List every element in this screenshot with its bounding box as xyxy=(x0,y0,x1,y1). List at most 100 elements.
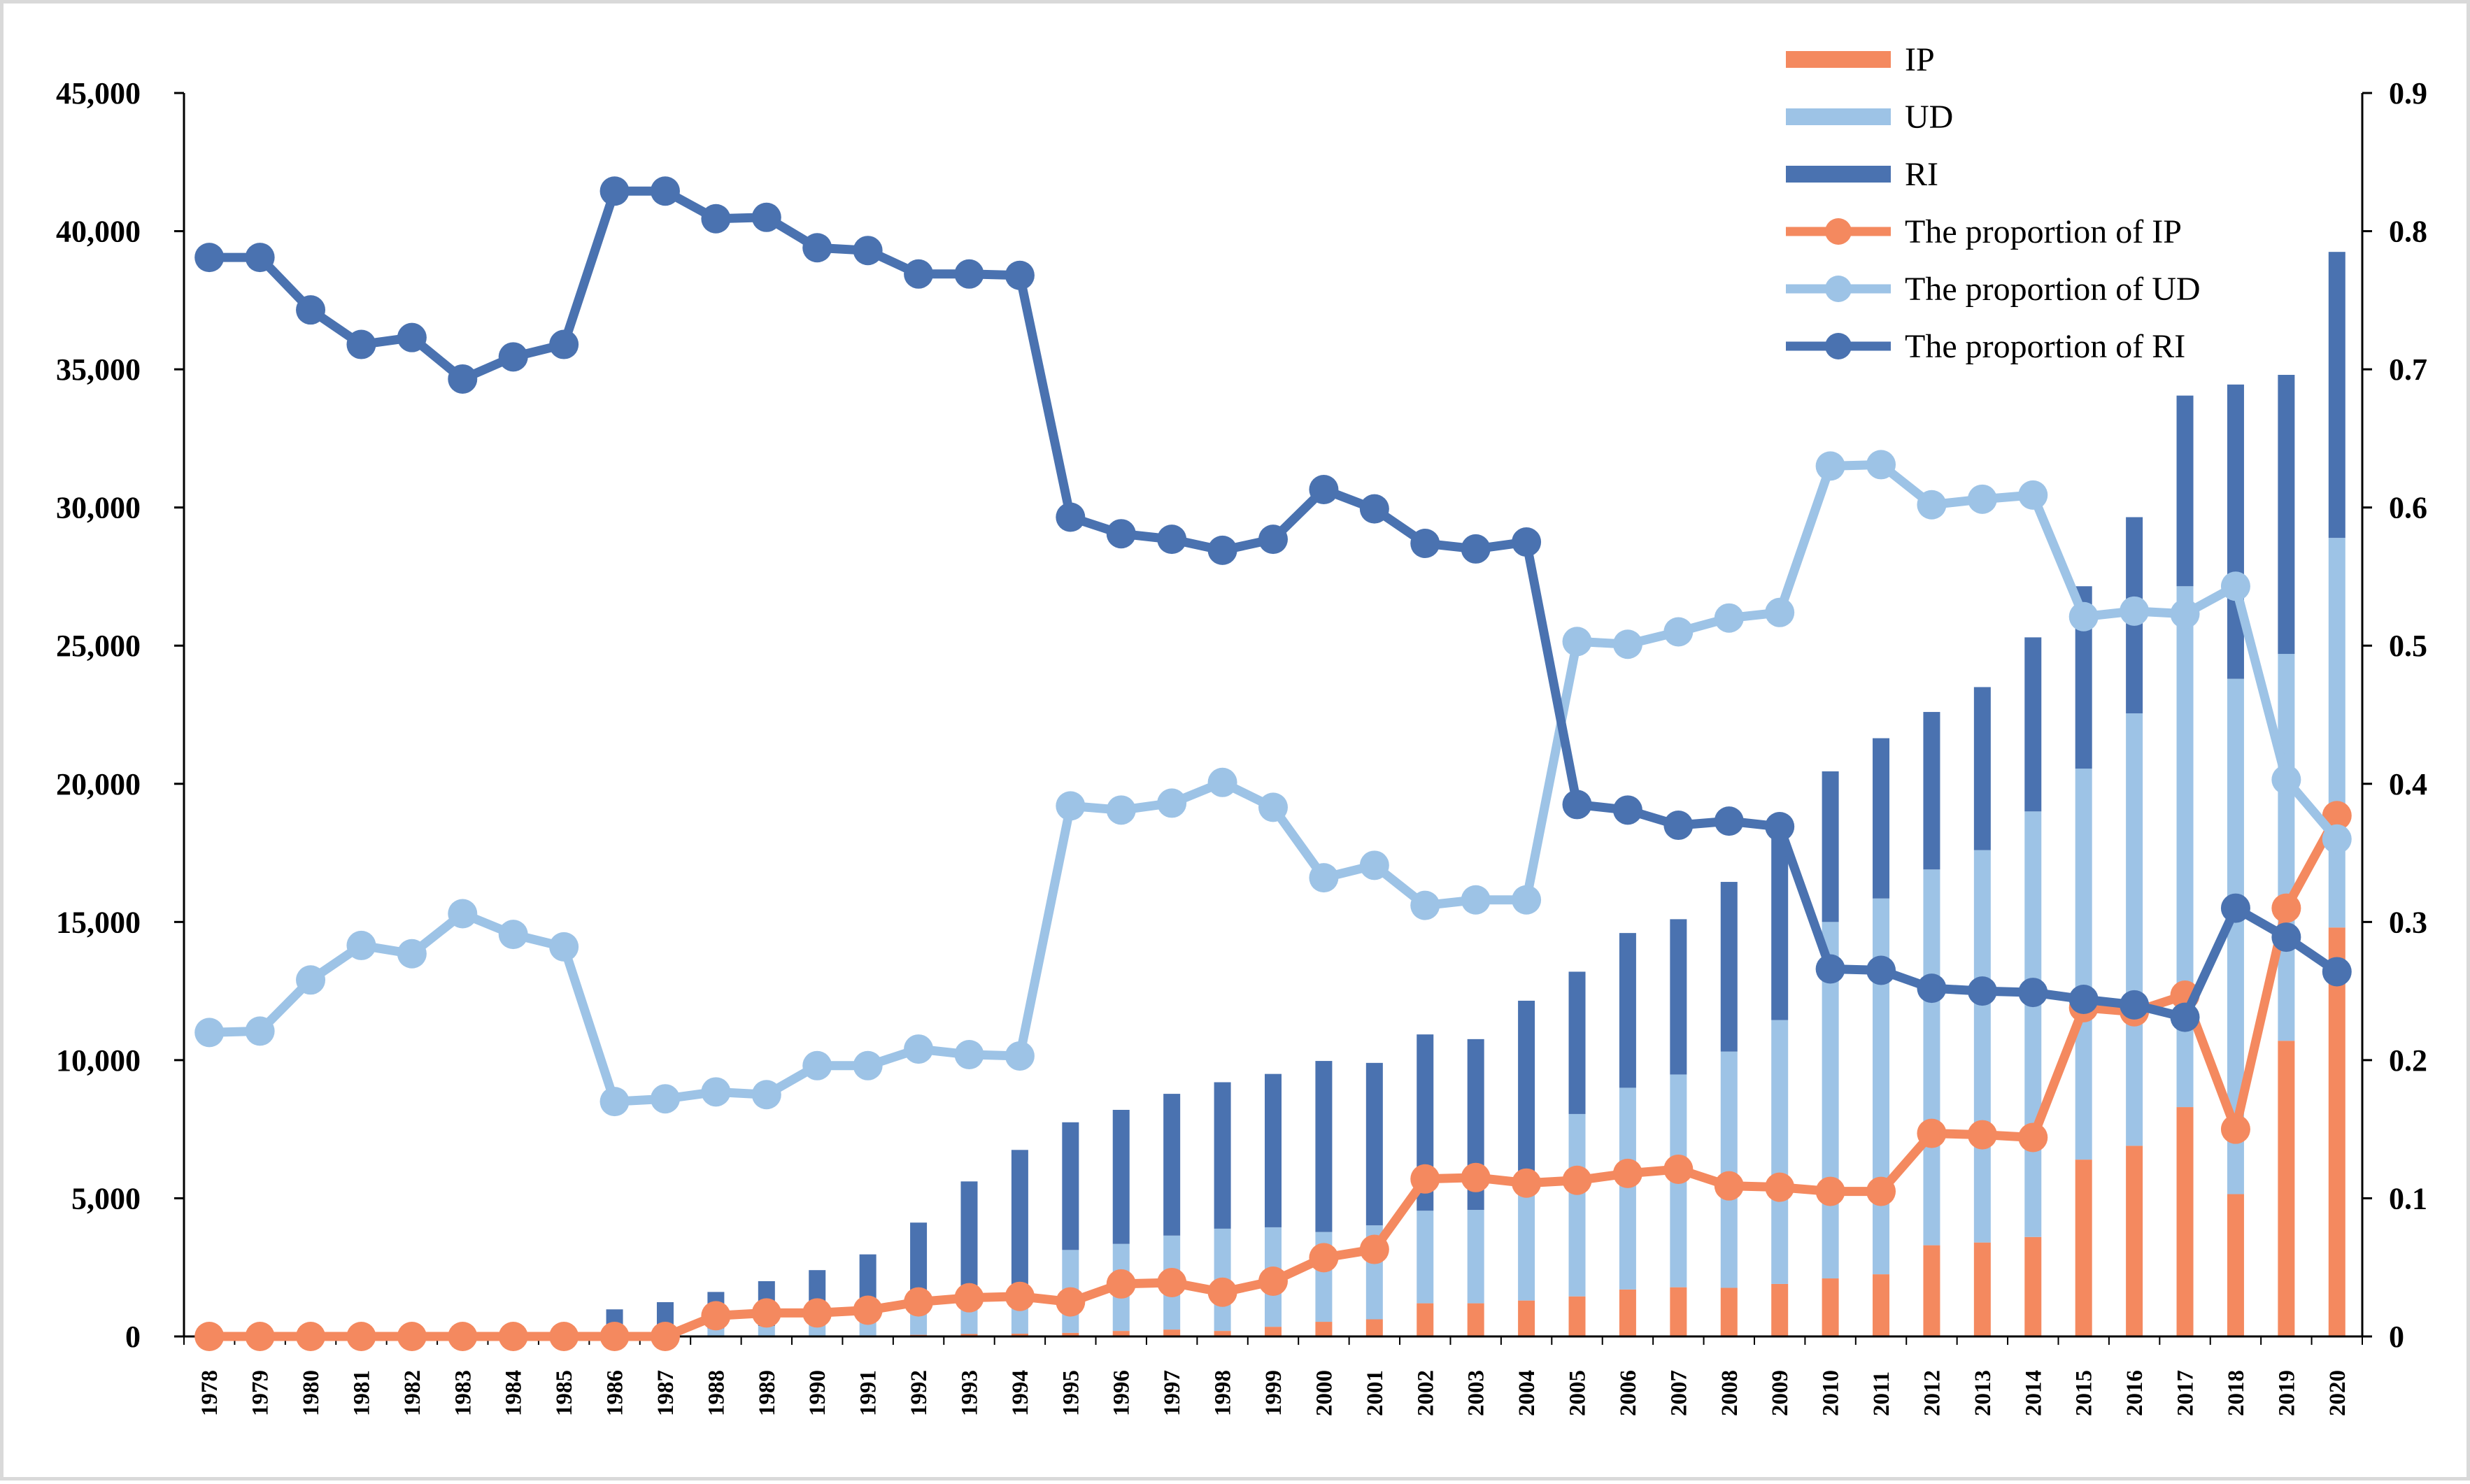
bar-ud-2020 xyxy=(2329,538,2345,927)
point-the-proportion-of-ip-1978 xyxy=(194,1322,224,1351)
point-the-proportion-of-ud-2004 xyxy=(1512,885,1541,915)
y-tick-label: 10,000 xyxy=(56,1043,141,1078)
bar-ri-1995 xyxy=(1062,1122,1079,1250)
bar-ip-2018 xyxy=(2227,1194,2244,1336)
point-the-proportion-of-ip-2002 xyxy=(1410,1164,1440,1194)
point-the-proportion-of-ri-2010 xyxy=(1816,955,1845,984)
x-tick-label: 2011 xyxy=(1869,1371,1894,1416)
point-the-proportion-of-ri-1981 xyxy=(346,330,376,359)
bar-ip-2008 xyxy=(1721,1287,1738,1336)
point-the-proportion-of-ri-2013 xyxy=(1968,976,1997,1006)
x-tick-label: 1999 xyxy=(1261,1370,1286,1416)
point-the-proportion-of-ud-2006 xyxy=(1613,629,1642,659)
bar-ri-2005 xyxy=(1569,971,1586,1113)
point-the-proportion-of-ud-1983 xyxy=(448,899,477,928)
point-the-proportion-of-ud-2015 xyxy=(2069,602,2099,632)
line-the-proportion-of-ri xyxy=(209,191,2337,1017)
point-the-proportion-of-ri-1988 xyxy=(701,204,730,234)
y-tick-label: 0 xyxy=(125,1320,141,1354)
bar-ip-2016 xyxy=(2126,1146,2143,1336)
point-the-proportion-of-ri-2017 xyxy=(2171,1003,2200,1032)
legend-marker-the-proportion-of-ip xyxy=(1825,218,1852,245)
point-the-proportion-of-ri-1990 xyxy=(802,233,832,262)
point-the-proportion-of-ip-1979 xyxy=(246,1322,275,1351)
bar-ri-2004 xyxy=(1518,1001,1535,1172)
bar-ip-2006 xyxy=(1619,1290,1636,1336)
point-the-proportion-of-ud-1989 xyxy=(752,1080,781,1109)
x-tick-label: 2015 xyxy=(2072,1370,2097,1416)
bar-ip-2013 xyxy=(1974,1243,1991,1336)
point-the-proportion-of-ri-1983 xyxy=(448,364,477,394)
x-tick-label: 1979 xyxy=(248,1370,274,1416)
point-the-proportion-of-ip-1983 xyxy=(448,1322,477,1351)
bar-ip-2014 xyxy=(2024,1237,2041,1336)
bar-ud-2005 xyxy=(1569,1114,1586,1297)
point-the-proportion-of-ud-1991 xyxy=(853,1051,883,1080)
point-the-proportion-of-ri-2004 xyxy=(1512,527,1541,557)
legend-swatch-ud xyxy=(1786,108,1891,125)
point-the-proportion-of-ri-1979 xyxy=(246,243,275,272)
point-the-proportion-of-ud-2012 xyxy=(1917,490,1946,520)
point-the-proportion-of-ip-1999 xyxy=(1258,1267,1288,1296)
point-the-proportion-of-ip-1994 xyxy=(1005,1282,1035,1311)
point-the-proportion-of-ud-2000 xyxy=(1309,863,1338,892)
x-tick-label: 2001 xyxy=(1363,1370,1388,1416)
x-tick-label: 2016 xyxy=(2122,1370,2148,1416)
y-tick-label: 25,000 xyxy=(56,629,141,663)
point-the-proportion-of-ud-2007 xyxy=(1663,617,1693,646)
bar-ri-2019 xyxy=(2278,375,2294,654)
point-the-proportion-of-ip-2008 xyxy=(1715,1171,1744,1201)
y2-tick-label: 0 xyxy=(2389,1320,2404,1354)
y-tick-label: 20,000 xyxy=(56,767,141,801)
point-the-proportion-of-ri-2014 xyxy=(2018,978,2047,1007)
legend-label-ud: UD xyxy=(1905,99,1953,136)
x-tick-label: 1997 xyxy=(1160,1370,1185,1416)
bar-ud-2013 xyxy=(1974,850,1991,1243)
point-the-proportion-of-ri-2012 xyxy=(1917,973,1946,1003)
point-the-proportion-of-ud-1981 xyxy=(346,931,376,960)
bar-ri-1994 xyxy=(1012,1150,1028,1295)
point-the-proportion-of-ip-1997 xyxy=(1157,1268,1186,1297)
bar-ri-2010 xyxy=(1822,771,1839,922)
line-the-proportion-of-ud xyxy=(209,464,2337,1101)
bar-ud-2008 xyxy=(1721,1052,1738,1288)
x-tick-label: 1984 xyxy=(502,1370,527,1416)
point-the-proportion-of-ud-2017 xyxy=(2171,599,2200,629)
point-the-proportion-of-ip-1998 xyxy=(1208,1278,1237,1307)
point-the-proportion-of-ip-2012 xyxy=(1917,1119,1946,1148)
point-the-proportion-of-ip-2014 xyxy=(2018,1123,2047,1153)
point-the-proportion-of-ud-1984 xyxy=(499,920,528,949)
point-the-proportion-of-ri-1982 xyxy=(397,323,427,352)
x-tick-label: 2009 xyxy=(1768,1370,1793,1416)
x-tick-label: 1996 xyxy=(1109,1370,1135,1416)
x-tick-label: 2004 xyxy=(1514,1370,1540,1416)
point-the-proportion-of-ud-2001 xyxy=(1360,850,1389,880)
point-the-proportion-of-ri-2015 xyxy=(2069,985,2099,1014)
bar-ud-2012 xyxy=(1923,869,1940,1245)
point-the-proportion-of-ud-1994 xyxy=(1005,1041,1035,1071)
x-tick-label: 1986 xyxy=(603,1370,628,1416)
y2-tick-label: 0.3 xyxy=(2389,905,2427,939)
point-the-proportion-of-ri-2001 xyxy=(1360,494,1389,524)
y2-tick-label: 0.1 xyxy=(2389,1181,2427,1215)
bar-ip-2020 xyxy=(2329,927,2345,1336)
bar-ip-2009 xyxy=(1771,1284,1788,1336)
point-the-proportion-of-ri-2018 xyxy=(2221,894,2250,923)
point-the-proportion-of-ud-1998 xyxy=(1208,768,1237,797)
y2-tick-label: 0.6 xyxy=(2389,491,2427,525)
y-tick-label: 30,000 xyxy=(56,491,141,525)
point-the-proportion-of-ri-1991 xyxy=(853,236,883,265)
point-the-proportion-of-ip-1981 xyxy=(346,1322,376,1351)
legend-label-the-proportion-of-ip: The proportion of IP xyxy=(1905,213,2182,250)
bar-ud-2016 xyxy=(2126,713,2143,1146)
point-the-proportion-of-ri-2000 xyxy=(1309,475,1338,504)
x-tick-label: 1982 xyxy=(400,1370,425,1416)
point-the-proportion-of-ud-2009 xyxy=(1765,598,1794,627)
y-tick-label: 45,000 xyxy=(56,76,141,110)
legend-marker-the-proportion-of-ri xyxy=(1825,333,1852,359)
point-the-proportion-of-ri-2005 xyxy=(1563,790,1592,819)
x-tick-label: 1990 xyxy=(805,1370,830,1416)
point-the-proportion-of-ud-2014 xyxy=(2018,480,2047,510)
point-the-proportion-of-ip-2009 xyxy=(1765,1173,1794,1202)
point-the-proportion-of-ud-1996 xyxy=(1107,795,1136,825)
